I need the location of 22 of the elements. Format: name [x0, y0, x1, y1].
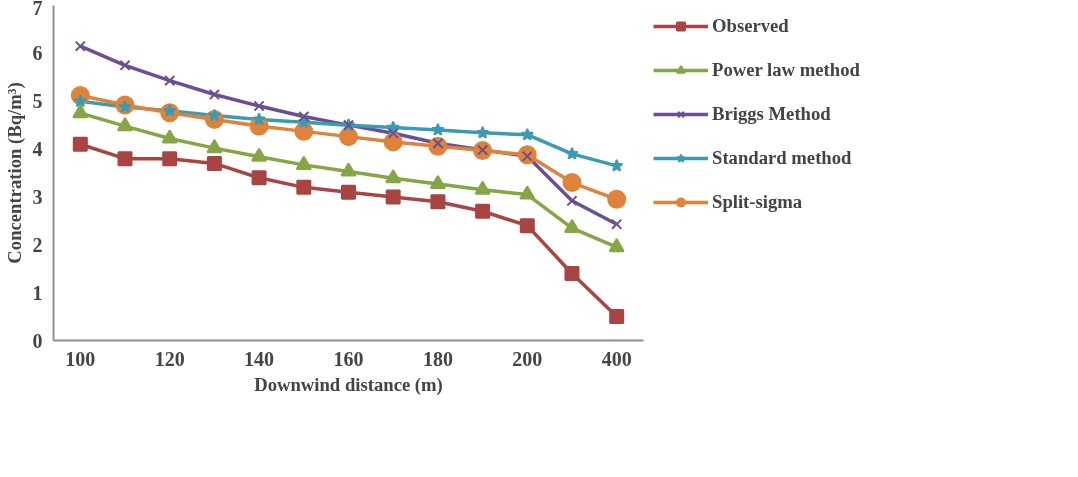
x-tick-label: 100 — [65, 347, 96, 370]
y-tick-label: 5 — [32, 90, 43, 113]
y-axis-title: Concentration (Bq/m³) — [3, 82, 26, 264]
y-tick-label: 6 — [32, 42, 43, 65]
y-tick-label: 3 — [32, 185, 43, 208]
x-axis-title: Downwind distance (m) — [254, 373, 443, 396]
y-tick-label: 4 — [32, 138, 43, 161]
legend-label: Briggs Method — [712, 103, 831, 125]
x-tick-label: 160 — [333, 347, 364, 370]
legend-label: Split-sigma — [712, 191, 803, 213]
x-tick-label: 180 — [422, 347, 453, 370]
y-tick-label: 1 — [32, 281, 43, 304]
x-tick-label: 200 — [512, 347, 543, 370]
legend-label: Power law method — [712, 59, 860, 81]
x-tick-label: 120 — [154, 347, 185, 370]
legend-label: Observed — [712, 15, 789, 37]
x-tick-label: 400 — [601, 347, 632, 370]
x-tick-label: 140 — [244, 347, 275, 370]
y-tick-label: 0 — [32, 329, 43, 352]
y-tick-label: 2 — [32, 233, 43, 256]
legend-label: Standard method — [712, 147, 852, 169]
y-tick-label: 7 — [32, 0, 43, 19]
